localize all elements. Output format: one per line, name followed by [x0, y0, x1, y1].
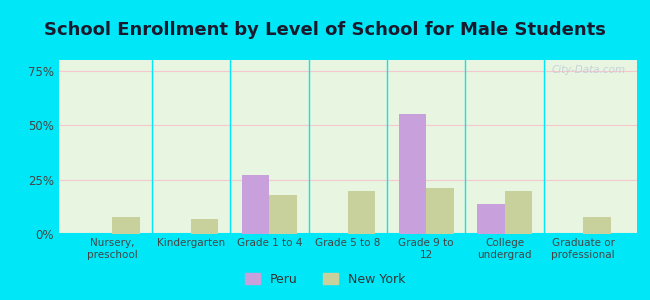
Bar [398, 114, 426, 234]
Text: School Enrollment by Level of School for Male Students: School Enrollment by Level of School for… [44, 21, 606, 39]
Bar [112, 217, 140, 234]
Bar [426, 188, 454, 234]
Bar [269, 195, 297, 234]
Bar [242, 175, 269, 234]
Bar [190, 219, 218, 234]
Bar [477, 203, 505, 234]
Bar [505, 190, 532, 234]
Legend: Peru, New York: Peru, New York [240, 268, 410, 291]
Text: City-Data.com: City-Data.com [551, 65, 625, 75]
Bar [348, 190, 375, 234]
Bar [583, 217, 611, 234]
